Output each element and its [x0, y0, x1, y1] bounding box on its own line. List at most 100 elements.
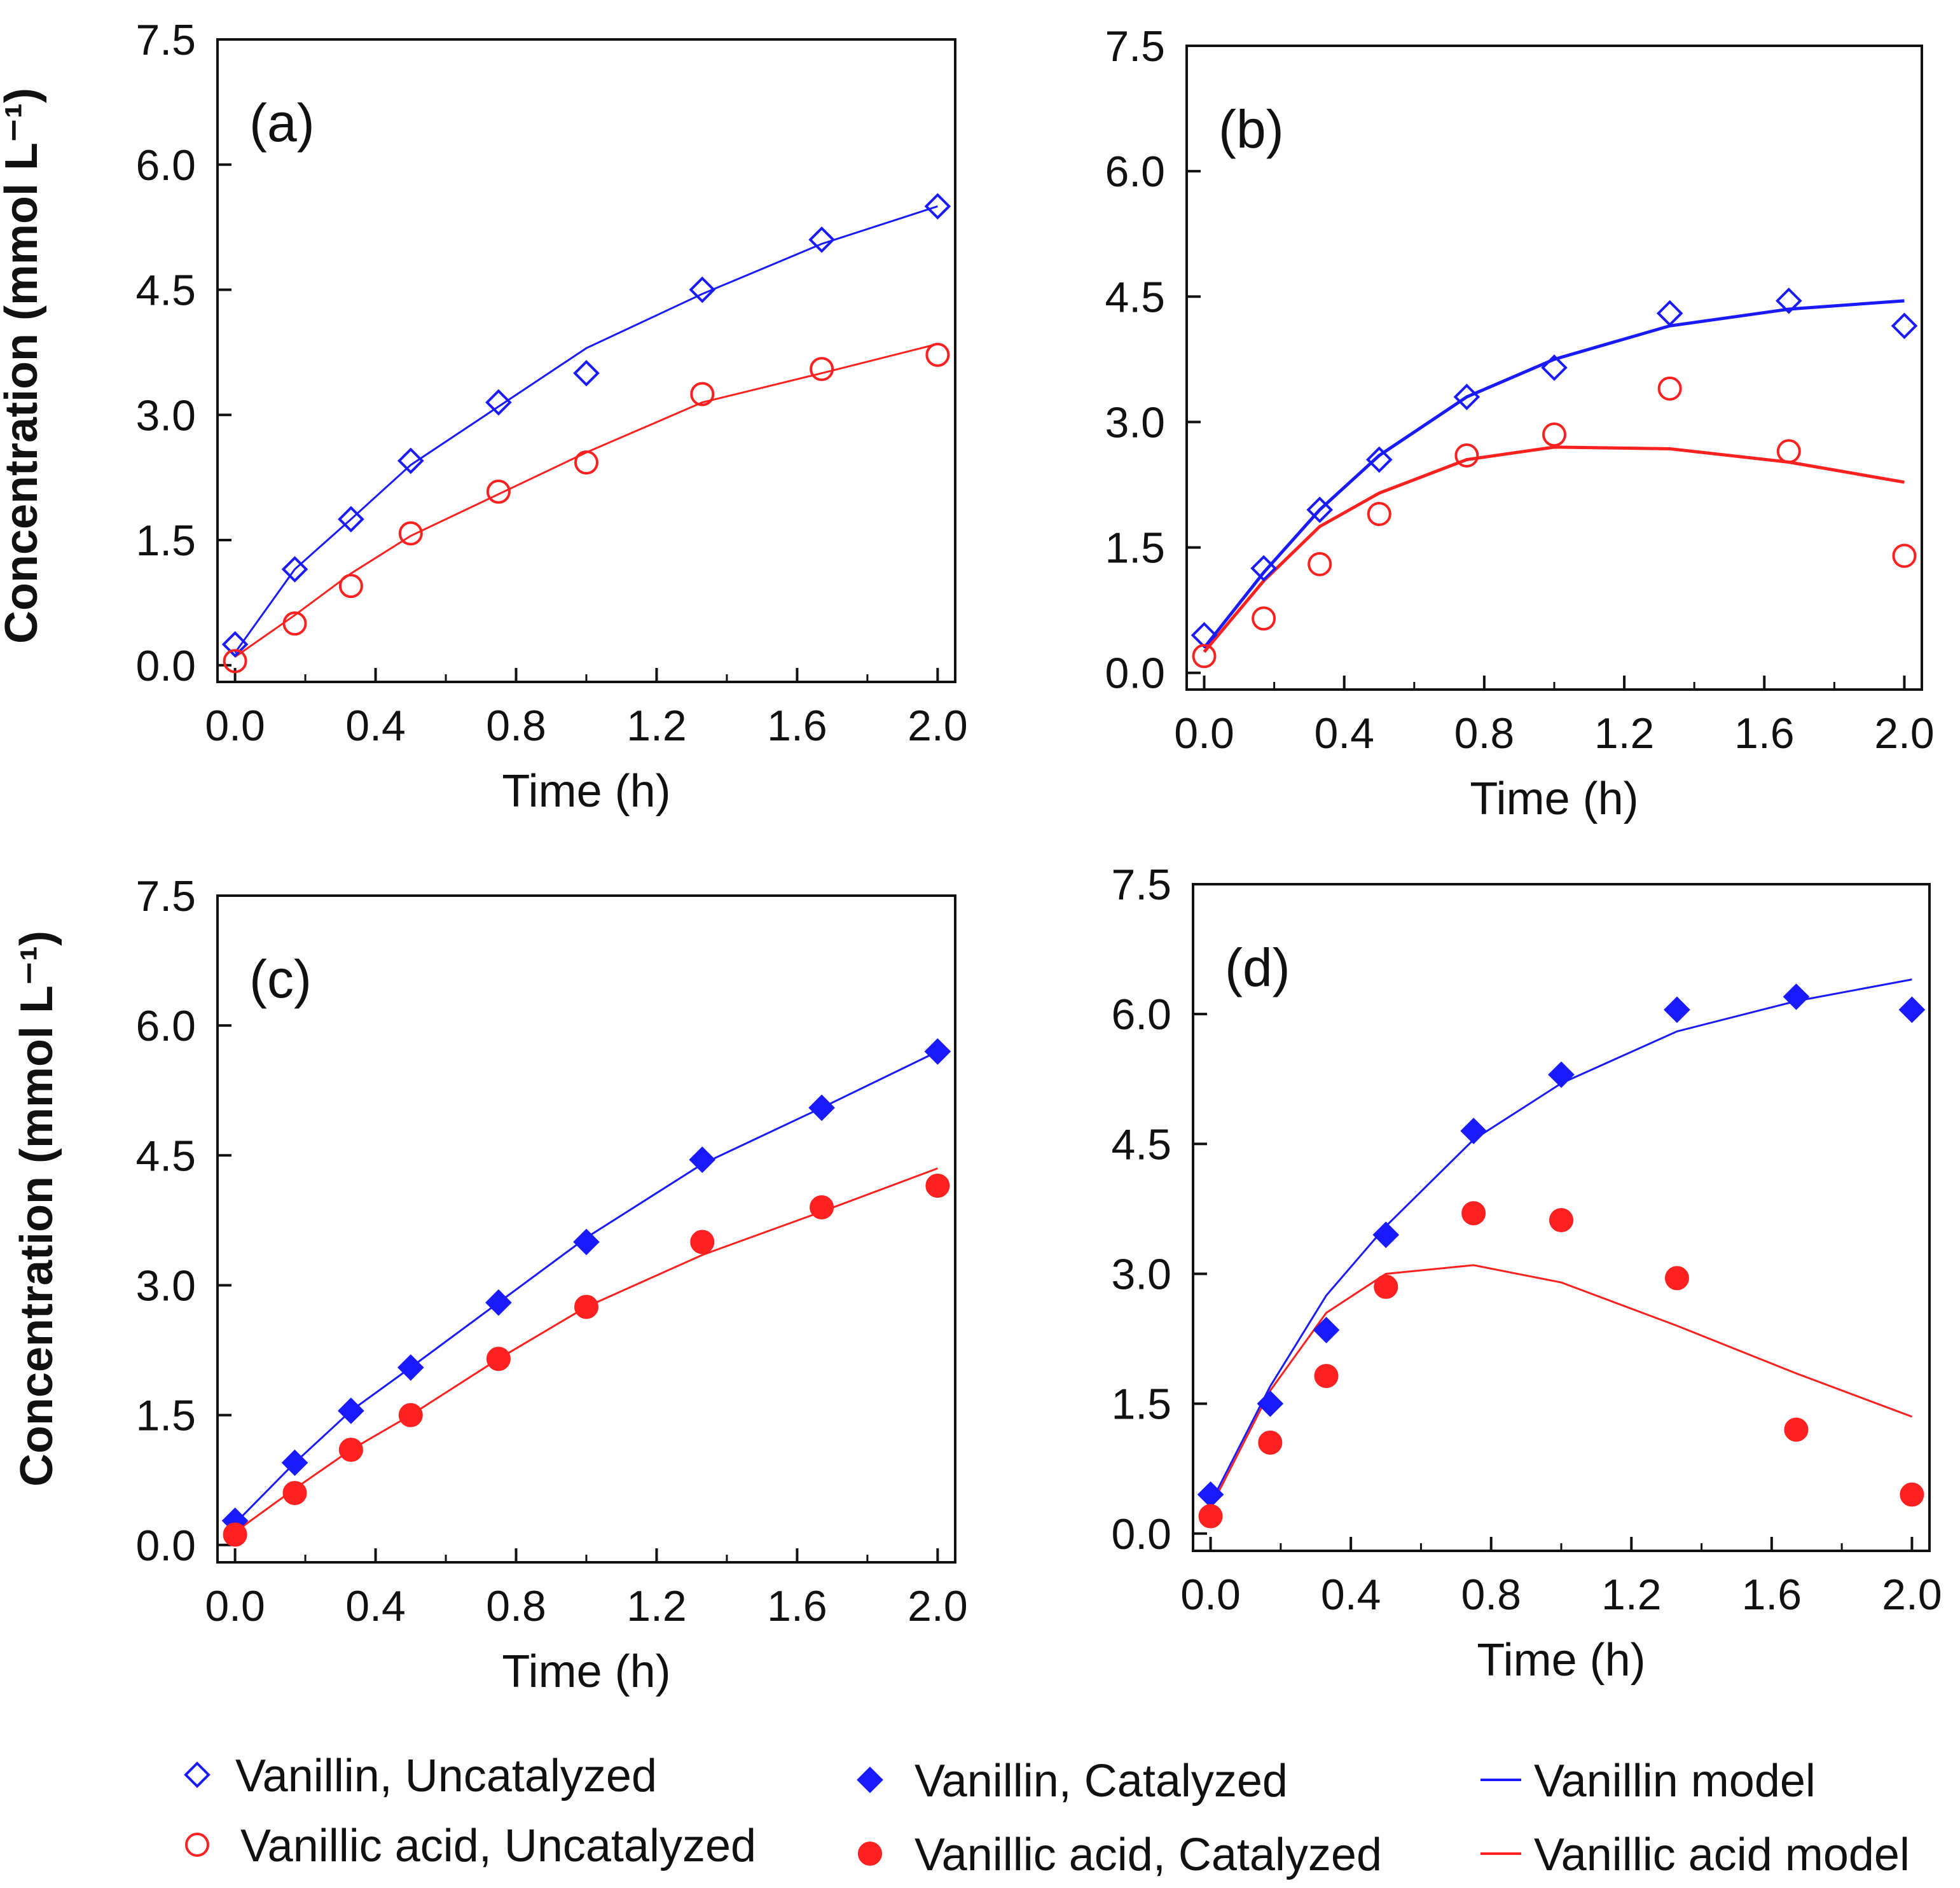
data-point — [1252, 606, 1276, 631]
series-line-vanillic-acid-model — [234, 343, 938, 658]
y-tick-label: 6.0 — [1105, 148, 1165, 196]
data-point — [281, 556, 308, 583]
y-tick-label: 4.5 — [135, 1132, 196, 1180]
data-point — [338, 574, 363, 599]
series-line-vanillin-model — [1203, 299, 1905, 649]
legend-label: Vanillic acid model — [1534, 1829, 1910, 1880]
series-line-vanillin-model — [234, 205, 938, 653]
panel-label: (a) — [249, 93, 315, 153]
x-axis-title: Time (h) — [1470, 774, 1638, 824]
data-point — [925, 1173, 950, 1198]
data-point — [1892, 543, 1917, 568]
data-point — [1257, 1390, 1284, 1417]
x-axis-title: Time (h) — [1477, 1635, 1645, 1686]
x-tick-label: 2.0 — [1882, 1571, 1942, 1619]
y-tick-label: 7.5 — [135, 872, 196, 920]
legend-item: Vanillin, Catalyzed — [857, 1756, 1288, 1807]
x-tick-label: 0.0 — [205, 1582, 265, 1630]
data-point — [1548, 1061, 1575, 1088]
data-point — [1900, 1482, 1924, 1507]
data-point — [1313, 1317, 1340, 1343]
data-point — [1549, 1208, 1573, 1233]
x-tick-label: 0.4 — [1321, 1571, 1381, 1619]
x-tick-label: 1.6 — [1734, 709, 1795, 758]
y-tick-label: 1.5 — [1111, 1380, 1171, 1429]
data-point — [397, 1354, 424, 1381]
y-tick-label: 0.0 — [1111, 1510, 1171, 1558]
panel-d: 0.0 0.4 0.8 1.2 1.6 2.0 0.0 1.5 3.0 4.5 6.0 7.5 Time… — [1111, 861, 1942, 1686]
data-point — [573, 1228, 600, 1256]
data-point — [1454, 443, 1479, 468]
y-axis-title: Concentration (mmol L⁻¹) — [0, 88, 47, 644]
x-tick-label: 0.4 — [345, 702, 406, 750]
y-tick-label: 0.0 — [135, 642, 196, 690]
x-tick-label: 2.0 — [908, 1582, 968, 1630]
panel-label: (b) — [1218, 99, 1284, 159]
data-point — [1365, 446, 1393, 473]
data-point — [924, 193, 951, 220]
x-tick-label: 0.8 — [1461, 1571, 1521, 1619]
data-point — [1784, 1417, 1809, 1442]
legend-label: Vanillin, Catalyzed — [914, 1756, 1288, 1807]
data-point — [924, 1038, 951, 1065]
data-point — [1250, 555, 1277, 582]
data-point — [1460, 1118, 1487, 1144]
x-tick-label: 2.0 — [908, 702, 968, 750]
y-tick-label: 3.0 — [135, 391, 196, 440]
legend: Vanillin, Uncatalyzed Vanillic acid, Unca… — [184, 1751, 1910, 1880]
panels: 0.0 0.4 0.8 1.2 1.6 2.0 0.0 1.5 3.0 4.5 6.0 7.5 Time… — [0, 16, 1942, 1697]
y-tick-label: 0.0 — [1105, 649, 1165, 698]
data-point — [397, 447, 424, 475]
y-tick-label: 1.5 — [1105, 524, 1165, 573]
x-tick-label: 0.0 — [1174, 709, 1234, 758]
data-point — [925, 342, 950, 367]
panel-label: (c) — [249, 949, 312, 1009]
x-tick-label: 0.4 — [1314, 709, 1374, 758]
x-tick-label: 1.2 — [626, 1582, 687, 1630]
legend-label: Vanillin, Uncatalyzed — [235, 1751, 657, 1801]
data-point — [1776, 439, 1801, 464]
data-point — [1891, 312, 1918, 340]
data-point — [282, 1481, 307, 1506]
data-point — [338, 1438, 363, 1462]
data-point — [281, 1449, 308, 1476]
x-tick-label: 1.6 — [767, 1582, 827, 1630]
data-point — [808, 1094, 835, 1121]
data-point — [1542, 422, 1566, 447]
legend-label: Vanillic acid, Catalyzed — [914, 1829, 1382, 1880]
data-point — [223, 1522, 247, 1547]
legend-item: Vanillic acid model — [1480, 1829, 1910, 1880]
panel-label: (d) — [1225, 938, 1290, 997]
y-tick-label: 4.5 — [1111, 1120, 1171, 1169]
series-line-vanillic-acid-model — [1203, 445, 1905, 653]
data-point — [1775, 288, 1802, 314]
data-point — [1664, 1266, 1689, 1291]
x-tick-label: 0.4 — [345, 1582, 406, 1630]
legend-item: Vanillic acid, Uncatalyzed — [185, 1821, 756, 1871]
series-line-vanillic-acid-model — [234, 1167, 938, 1533]
x-tick-label: 1.2 — [1601, 1571, 1662, 1619]
data-point — [485, 1289, 512, 1316]
data-point — [485, 389, 512, 416]
data-point — [573, 359, 600, 387]
legend-label: Vanillic acid, Uncatalyzed — [240, 1821, 756, 1871]
y-tick-label: 4.5 — [1105, 273, 1165, 321]
data-point — [1664, 996, 1690, 1024]
data-point — [1367, 502, 1391, 526]
data-point — [1192, 644, 1217, 669]
data-point — [1306, 496, 1334, 524]
y-tick-label: 7.5 — [1105, 22, 1165, 71]
data-point — [398, 1403, 423, 1427]
x-axis-title: Time (h) — [502, 766, 670, 817]
data-point — [1374, 1274, 1398, 1299]
legend-label: Vanillin model — [1534, 1756, 1816, 1807]
legend-symbol — [857, 1767, 883, 1793]
y-tick-label: 6.0 — [135, 141, 196, 190]
data-point — [810, 1195, 834, 1219]
y-tick-label: 7.5 — [135, 16, 196, 64]
x-tick-label: 2.0 — [1874, 709, 1935, 758]
data-point — [1783, 983, 1810, 1010]
data-point — [690, 382, 715, 406]
data-point — [1898, 996, 1926, 1024]
